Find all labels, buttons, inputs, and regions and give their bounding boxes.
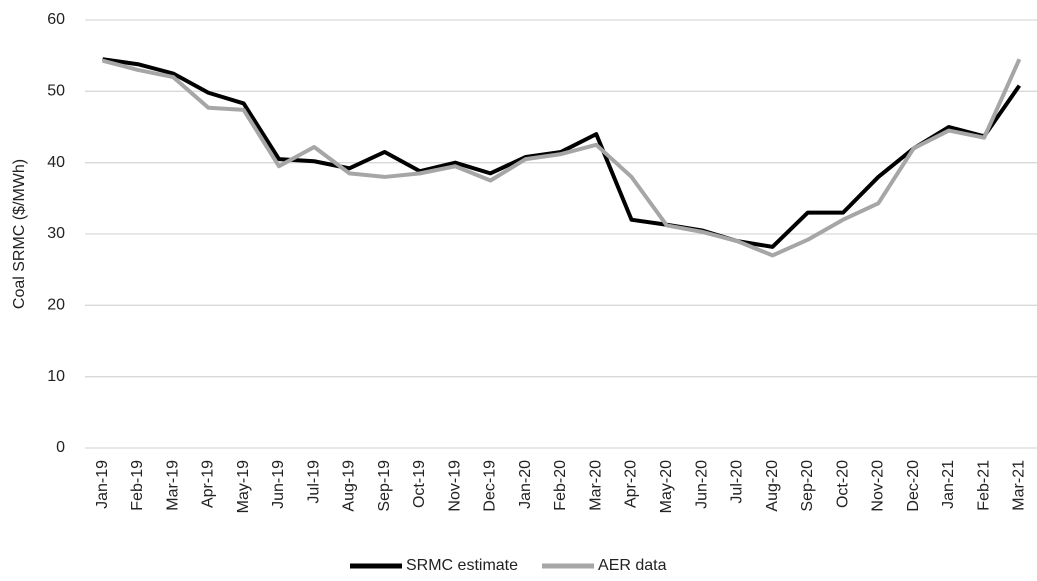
y-axis-label: Coal SRMC ($/MWh) [11, 159, 28, 309]
y-tick-label: 60 [47, 11, 65, 28]
x-tick-label: Jun-19 [270, 460, 287, 509]
x-tick-label: Jan-19 [94, 460, 111, 509]
x-tick-label: Aug-20 [764, 460, 781, 512]
x-tick-label: Feb-20 [552, 460, 569, 511]
x-tick-label: Apr-19 [200, 460, 217, 508]
y-tick-label: 20 [47, 297, 65, 314]
x-tick-label: Sep-19 [376, 460, 393, 512]
x-tick-label: Nov-19 [446, 460, 463, 512]
x-tick-label: Apr-20 [623, 460, 640, 508]
y-tick-label: 0 [56, 439, 65, 456]
x-tick-label: Dec-19 [482, 460, 499, 512]
x-tick-label: Sep-20 [799, 460, 816, 512]
x-tick-label: Nov-20 [870, 460, 887, 512]
x-tick-label: Jun-20 [693, 460, 710, 509]
x-tick-label: Jan-21 [940, 460, 957, 509]
x-tick-label: May-19 [235, 460, 252, 513]
x-tick-label: Feb-21 [975, 460, 992, 511]
legend-label: AER data [598, 557, 667, 574]
x-tick-label: Jul-20 [729, 460, 746, 504]
x-tick-label: Jul-19 [305, 460, 322, 504]
x-tick-label: Jan-20 [517, 460, 534, 509]
y-tick-label: 40 [47, 154, 65, 171]
legend-label: SRMC estimate [406, 557, 518, 574]
y-tick-label: 50 [47, 83, 65, 100]
x-tick-label: Mar-19 [164, 460, 181, 511]
x-tick-label: Oct-20 [834, 460, 851, 508]
x-tick-label: Oct-19 [411, 460, 428, 508]
x-tick-label: May-20 [658, 460, 675, 513]
y-tick-label: 10 [47, 368, 65, 385]
x-tick-label: Dec-20 [905, 460, 922, 512]
x-tick-label: Mar-21 [1011, 460, 1028, 511]
data-line [102, 58, 1022, 258]
x-tick-label: Mar-20 [587, 460, 604, 511]
y-tick-label: 30 [47, 225, 65, 242]
x-tick-label: Feb-19 [129, 460, 146, 511]
x-tick-label: Aug-19 [341, 460, 358, 512]
data-line [102, 57, 1022, 249]
